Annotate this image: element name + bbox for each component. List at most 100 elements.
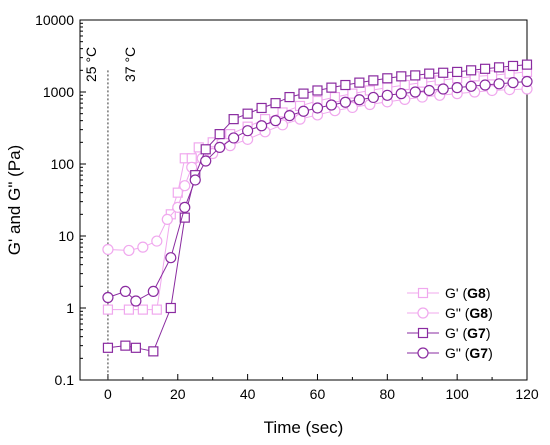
y-axis-title: G' and G" (Pa) [5,145,24,255]
legend-label-sample: G8 [469,305,488,321]
data-point-circle [311,102,324,114]
data-point-square [417,77,428,88]
data-point-circle [179,180,191,192]
data-point-circle [200,155,212,167]
legend-label-prefix: G' ( [445,285,467,301]
data-point-circle [521,75,533,88]
series-layer [102,59,533,357]
data-point-square [326,82,337,93]
legend: G' (G8)G" (G8)G' (G7)G" (G7) [407,285,493,361]
data-point-square [486,70,498,81]
data-point-square [123,304,134,315]
data-point-square [148,346,159,357]
data-point-circle [381,89,393,101]
legend-item: G' (G8) [407,285,490,301]
data-point-circle [451,82,463,94]
y-tick-label: 1 [66,300,74,316]
legend-label-sample: G8 [467,285,486,301]
data-point-square [284,91,295,103]
x-tick-label: 80 [380,386,396,402]
data-point-square [382,73,393,84]
data-point-square [130,342,141,353]
data-point-square [186,153,197,164]
data-point-circle [465,80,477,92]
series-3 [102,75,533,307]
y-tick-label: 100 [51,156,75,172]
data-point-square [312,85,323,96]
data-point-circle [297,105,310,117]
x-tick-label: 20 [170,386,186,402]
data-point-square [102,342,114,353]
data-point-square [354,77,365,88]
data-point-circle [165,252,177,264]
axis-ticks [80,19,528,381]
data-point-circle [409,86,421,98]
data-point-circle [325,99,338,111]
data-point-circle [479,79,491,91]
legend-label-suffix: ) [488,345,493,361]
data-point-square [493,62,505,73]
legend-label-prefix: G" ( [445,305,470,321]
y-tick-label: 1000 [43,84,74,100]
data-point-square [102,304,114,315]
data-point-circle [119,285,131,298]
data-point-square [214,129,225,140]
data-point-circle [102,291,114,304]
data-point-square [151,304,162,315]
data-point-square [452,66,463,78]
data-point-circle [228,132,240,144]
legend-marker-square [417,327,429,339]
data-point-circle [137,241,149,253]
x-tick-label: 60 [310,386,326,402]
data-point-square [270,98,281,109]
data-point-circle [151,235,163,247]
x-tick-label: 40 [240,386,256,402]
x-tick-label: 100 [445,386,469,402]
data-point-circle [283,110,296,122]
data-point-square [200,144,211,155]
series-line [107,88,528,251]
data-point-circle [437,83,449,95]
data-point-square [507,60,519,72]
data-point-circle [161,213,173,226]
data-point-circle [179,201,191,213]
data-point-square [438,67,449,78]
data-point-circle [493,78,505,90]
annotation-25c: 25 °C [83,47,99,82]
data-point-square [479,63,491,74]
data-point-square [120,340,131,351]
data-point-circle [147,285,159,298]
data-point-circle [353,94,365,106]
data-point-square [347,88,358,99]
data-point-square [137,304,148,315]
data-point-circle [339,96,352,108]
data-point-circle [130,295,142,307]
legend-item: G" (G7) [407,345,493,361]
data-point-circle [507,77,519,89]
series-2 [102,59,533,357]
data-point-circle [102,243,114,256]
x-axis-title: Time (sec) [264,418,344,437]
legend-label: G' (G8) [445,285,490,301]
data-point-square [298,88,309,99]
data-point-circle [214,141,226,154]
data-point-circle [367,91,379,104]
data-point-square [340,79,351,91]
legend-label-prefix: G' ( [445,325,467,341]
legend-label-suffix: ) [488,305,493,321]
data-point-square [179,212,190,223]
data-point-circle [123,244,135,257]
x-tick-label: 0 [104,386,112,402]
data-point-square [410,70,421,81]
data-point-square [424,68,435,79]
legend-label-suffix: ) [486,325,491,341]
legend-marker-square [417,287,429,299]
y-tick-label: 10 [58,228,74,244]
data-point-circle [189,174,201,186]
data-point-circle [255,120,268,132]
legend-label-prefix: G" ( [445,345,470,361]
legend-label: G" (G7) [445,345,493,361]
data-point-square [165,302,176,314]
annotation-37c: 37 °C [122,47,138,82]
